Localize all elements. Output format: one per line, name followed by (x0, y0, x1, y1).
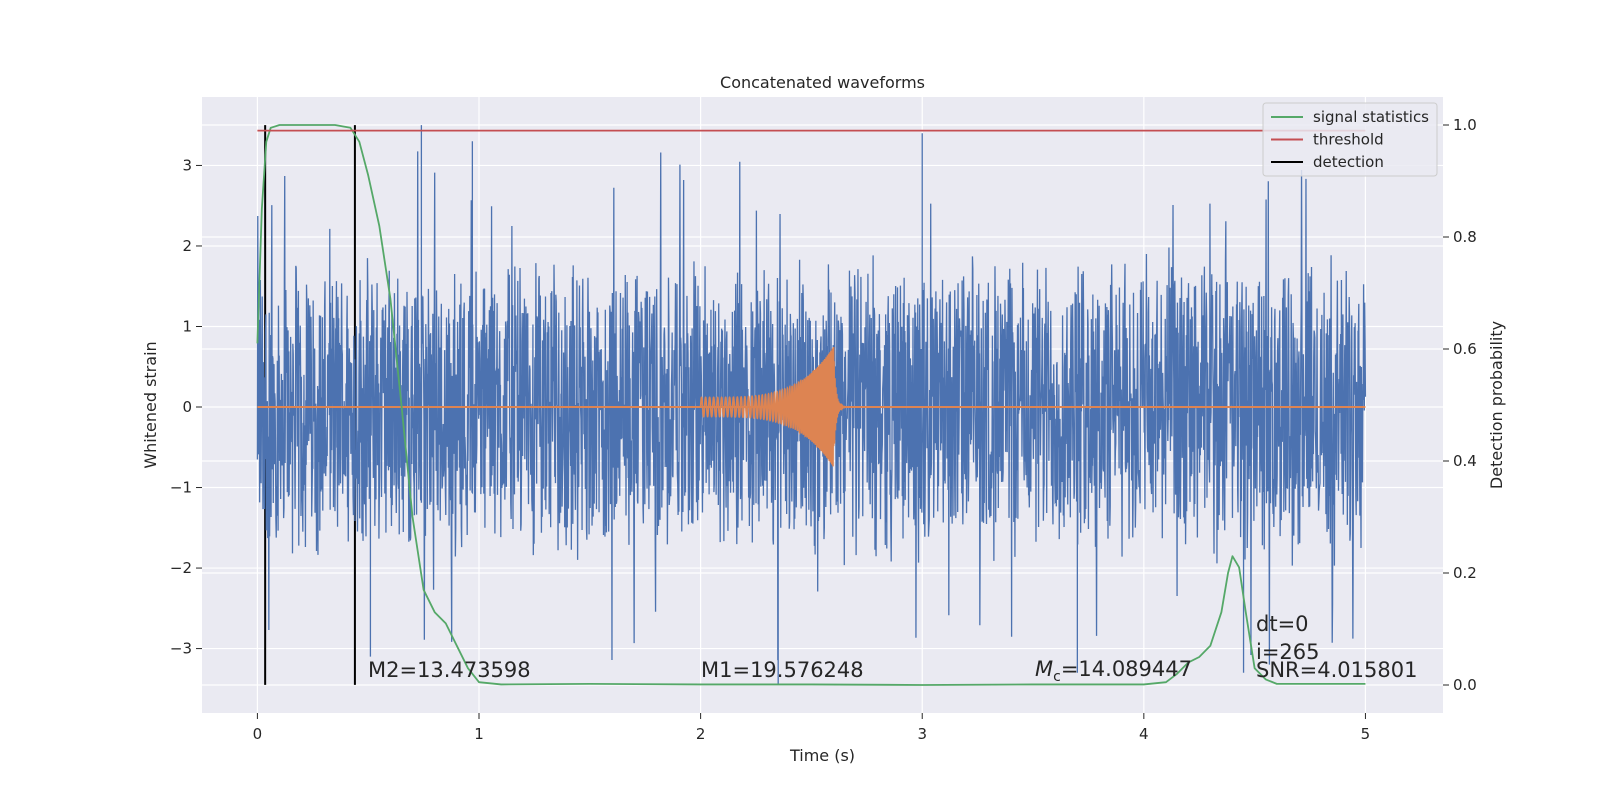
signal-statistics-series (256, 124, 1366, 686)
annotation-mc-subscript: c (1053, 669, 1061, 685)
injection-chirp (699, 346, 856, 467)
x-tick-label: 1 (474, 725, 484, 743)
x-tick-label: 0 (253, 725, 263, 743)
annotation-i: i=265 (1256, 640, 1320, 664)
y-tick-label: −3 (170, 640, 192, 658)
y2-tick-label: 0.2 (1453, 564, 1477, 582)
chart-title: Concatenated waveforms (720, 73, 925, 92)
injection-series (257, 346, 1366, 467)
annotation-m1: M1=19.576248 (701, 658, 864, 682)
y-tick-label: 2 (182, 237, 192, 255)
y2-axis-label: Detection probability (1487, 321, 1506, 489)
y-tick-label: 1 (182, 317, 192, 335)
annotation-mc-value: =14.089447 (1061, 657, 1192, 681)
x-tick-label: 4 (1139, 725, 1149, 743)
legend-label-detection: detection (1313, 153, 1384, 171)
y2-tick-label: 1.0 (1453, 116, 1477, 134)
y-tick-label: 3 (182, 156, 192, 174)
legend-label-signal-statistics: signal statistics (1313, 108, 1429, 126)
y-tick-label: 0 (182, 398, 192, 416)
x-axis-label: Time (s) (789, 746, 855, 765)
legend-box (1262, 102, 1438, 177)
annotation-m2: M2=13.473598 (368, 658, 531, 682)
legend-label-threshold: threshold (1313, 131, 1384, 149)
legend: signal statistics threshold detection (1262, 102, 1438, 177)
x-tick-label: 3 (917, 725, 927, 743)
tick-labels: 0 1 2 3 4 5 −3 −2 −1 0 1 2 3 0.0 0.2 0.4 0.6 0.8 1.0 (170, 116, 1477, 743)
annotation-mc-symbol: M (1035, 657, 1053, 681)
y2-tick-label: 0.6 (1453, 340, 1477, 358)
y-tick-label: −2 (170, 559, 192, 577)
annotation-snr: SNR=4.015801 (1256, 658, 1417, 682)
annotation-mc: Mc=14.089447 (1035, 657, 1192, 685)
x-tick-label: 5 (1361, 725, 1371, 743)
y2-tick-label: 0.8 (1453, 228, 1477, 246)
signal-statistics-line (256, 124, 1366, 686)
annotation-dt: dt=0 (1256, 612, 1309, 636)
x-tick-label: 2 (696, 725, 706, 743)
y-axis-label: Whitened strain (141, 341, 160, 468)
y2-tick-label: 0.0 (1453, 676, 1477, 694)
y-tick-label: −1 (170, 479, 192, 497)
y2-tick-label: 0.4 (1453, 452, 1477, 470)
